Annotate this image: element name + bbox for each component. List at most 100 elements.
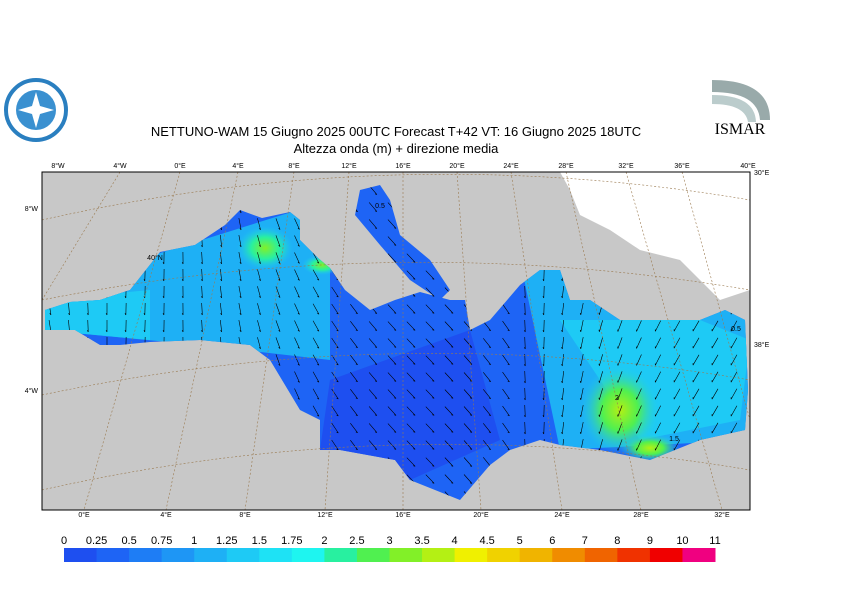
arrow bbox=[257, 218, 261, 230]
arrow bbox=[387, 321, 397, 331]
arrow bbox=[425, 440, 435, 450]
colorbar-swatch bbox=[356, 548, 390, 562]
arrow bbox=[730, 422, 738, 434]
arrow bbox=[673, 439, 681, 451]
arrow bbox=[387, 338, 397, 348]
arrow bbox=[673, 354, 681, 366]
arrow bbox=[673, 405, 681, 417]
arrow bbox=[617, 320, 623, 332]
arrow bbox=[238, 235, 242, 248]
arrow bbox=[257, 286, 261, 298]
arrow bbox=[275, 320, 281, 332]
top-lon-label: 8°E bbox=[288, 162, 300, 170]
top-lon-label: 4°W bbox=[113, 162, 127, 170]
arrow bbox=[444, 457, 454, 467]
arrow bbox=[406, 423, 416, 433]
arrow bbox=[483, 406, 491, 416]
arrow bbox=[294, 218, 300, 230]
arrow bbox=[561, 286, 565, 299]
arrow bbox=[598, 371, 603, 383]
top-lon-label: 20°E bbox=[449, 162, 465, 170]
arrow bbox=[238, 218, 242, 231]
arrow bbox=[502, 371, 510, 383]
arrow bbox=[561, 371, 565, 384]
logo-left bbox=[4, 78, 68, 142]
colorbar-label: 1.75 bbox=[281, 535, 302, 547]
colorbar-swatch bbox=[584, 548, 618, 562]
arrow bbox=[730, 337, 738, 349]
arrow bbox=[257, 337, 261, 349]
arrow bbox=[636, 337, 642, 349]
arrow bbox=[406, 338, 416, 348]
arrow bbox=[542, 285, 545, 299]
arrow bbox=[692, 354, 700, 366]
arrow bbox=[406, 270, 416, 280]
arrow bbox=[730, 371, 738, 383]
bottom-lon-label: 0°E bbox=[78, 511, 90, 519]
colorbar-swatch bbox=[96, 548, 130, 562]
arrow bbox=[331, 303, 339, 315]
arrow bbox=[406, 457, 416, 467]
arrow bbox=[387, 304, 397, 314]
arrow bbox=[368, 406, 378, 416]
arrow bbox=[483, 372, 491, 382]
arrow bbox=[579, 405, 584, 417]
arrow bbox=[483, 338, 491, 348]
arrow bbox=[162, 302, 165, 316]
arrow bbox=[692, 388, 700, 400]
arrow bbox=[275, 337, 281, 349]
arrow bbox=[219, 286, 223, 299]
arrow bbox=[502, 337, 510, 349]
arrow bbox=[425, 372, 435, 382]
arrow bbox=[444, 406, 454, 416]
arrow bbox=[463, 338, 473, 348]
arrow bbox=[654, 439, 661, 451]
top-lon-label: 24°E bbox=[503, 162, 519, 170]
arrow bbox=[181, 302, 184, 316]
arrow bbox=[387, 406, 397, 416]
colorbar-label: 2 bbox=[321, 535, 327, 547]
arrow bbox=[502, 354, 510, 366]
arrow bbox=[730, 354, 738, 366]
arrow bbox=[387, 236, 397, 246]
arrow bbox=[162, 319, 165, 333]
arrow bbox=[730, 320, 738, 332]
arrow bbox=[654, 354, 661, 366]
arrow bbox=[579, 422, 584, 434]
map-labels: 8°W 4°W 0°E 4°E 8°E 12°E 16°E 20°E 24°E 28°E 32°E 3… bbox=[25, 162, 770, 519]
colorbar-label: 2.5 bbox=[349, 535, 364, 547]
top-lon-label: 12°E bbox=[341, 162, 357, 170]
colorbar-label: 0 bbox=[61, 535, 67, 547]
arrow bbox=[673, 388, 681, 400]
map-frame bbox=[41, 171, 751, 511]
arrow bbox=[368, 440, 378, 450]
arrow bbox=[350, 440, 358, 451]
colorbar-swatch bbox=[389, 548, 423, 562]
arrow bbox=[523, 336, 526, 350]
top-lon-label: 0°E bbox=[174, 162, 186, 170]
top-lon-label: 16°E bbox=[395, 162, 411, 170]
arrow bbox=[579, 320, 584, 332]
arrow bbox=[673, 337, 681, 349]
arrow bbox=[294, 371, 300, 383]
arrow bbox=[425, 304, 435, 314]
arrow bbox=[368, 355, 378, 365]
arrow bbox=[368, 219, 378, 229]
arrow bbox=[542, 421, 545, 435]
arrow bbox=[711, 371, 719, 383]
arrow bbox=[579, 303, 584, 315]
arrow bbox=[561, 422, 565, 435]
colorbar-label: 3 bbox=[386, 535, 392, 547]
arrow bbox=[523, 319, 526, 333]
colorbar-label: 0.25 bbox=[86, 535, 107, 547]
arrow bbox=[502, 422, 510, 434]
arrow bbox=[406, 372, 416, 382]
colorbar-label: 1 bbox=[191, 535, 197, 547]
arrow bbox=[444, 338, 454, 348]
arrow bbox=[636, 439, 642, 451]
arrow bbox=[331, 320, 339, 332]
arrow bbox=[406, 321, 416, 331]
arrow bbox=[561, 405, 565, 418]
arrow bbox=[425, 423, 435, 433]
